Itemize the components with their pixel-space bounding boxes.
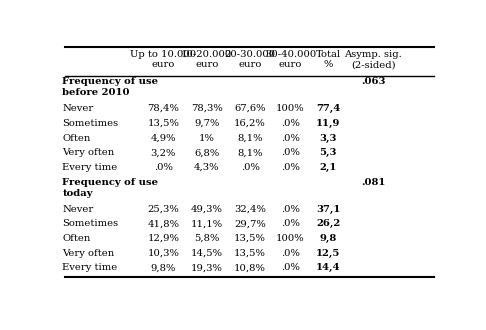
Text: 30-40.000: 30-40.000 xyxy=(265,50,316,59)
Text: 26,2: 26,2 xyxy=(316,219,340,228)
Text: 14,4: 14,4 xyxy=(316,263,340,273)
Text: 9,8%: 9,8% xyxy=(151,263,176,273)
Text: .0%: .0% xyxy=(281,163,300,172)
Text: euro: euro xyxy=(152,60,175,69)
Text: 25,3%: 25,3% xyxy=(148,205,179,214)
Text: 3,2%: 3,2% xyxy=(151,148,176,157)
Text: .0%: .0% xyxy=(281,134,300,143)
Text: 37,1: 37,1 xyxy=(316,205,340,214)
Text: Sometimes: Sometimes xyxy=(62,119,119,128)
Text: 8,1%: 8,1% xyxy=(237,148,263,157)
Text: 78,3%: 78,3% xyxy=(191,104,223,113)
Text: 41,8%: 41,8% xyxy=(147,219,179,228)
Text: euro: euro xyxy=(279,60,302,69)
Text: .0%: .0% xyxy=(281,249,300,258)
Text: euro: euro xyxy=(195,60,218,69)
Text: 1%: 1% xyxy=(199,134,215,143)
Text: 14,5%: 14,5% xyxy=(191,249,223,258)
Text: .0%: .0% xyxy=(281,148,300,157)
Text: 10-20.000: 10-20.000 xyxy=(181,50,232,59)
Text: 11,9: 11,9 xyxy=(316,119,340,128)
Text: 67,6%: 67,6% xyxy=(234,104,266,113)
Text: 16,2%: 16,2% xyxy=(234,119,266,128)
Text: Very often: Very often xyxy=(62,148,115,157)
Text: .0%: .0% xyxy=(281,119,300,128)
Text: .0%: .0% xyxy=(281,263,300,273)
Text: Every time: Every time xyxy=(62,163,118,172)
Text: 9,8: 9,8 xyxy=(320,234,337,243)
Text: .0%: .0% xyxy=(241,163,260,172)
Text: 19,3%: 19,3% xyxy=(191,263,223,273)
Text: 13,5%: 13,5% xyxy=(147,119,179,128)
Text: 49,3%: 49,3% xyxy=(191,205,223,214)
Text: 12,5: 12,5 xyxy=(316,249,340,258)
Text: 78,4%: 78,4% xyxy=(147,104,179,113)
Text: Never: Never xyxy=(62,104,93,113)
Text: 13,5%: 13,5% xyxy=(234,234,266,243)
Text: Frequency of use
before 2010: Frequency of use before 2010 xyxy=(62,78,158,97)
Text: 5,3: 5,3 xyxy=(319,148,337,157)
Text: .0%: .0% xyxy=(154,163,173,172)
Text: 29,7%: 29,7% xyxy=(234,219,266,228)
Text: Every time: Every time xyxy=(62,263,118,273)
Text: 20-30.000: 20-30.000 xyxy=(225,50,276,59)
Text: 12,9%: 12,9% xyxy=(147,234,179,243)
Text: Sometimes: Sometimes xyxy=(62,219,119,228)
Text: 4,3%: 4,3% xyxy=(194,163,220,172)
Text: 10,3%: 10,3% xyxy=(147,249,179,258)
Text: 8,1%: 8,1% xyxy=(237,134,263,143)
Text: 32,4%: 32,4% xyxy=(234,205,266,214)
Text: %: % xyxy=(324,60,333,69)
Text: .0%: .0% xyxy=(281,205,300,214)
Text: Never: Never xyxy=(62,205,93,214)
Text: Frequency of use
today: Frequency of use today xyxy=(62,178,158,198)
Text: 3,3: 3,3 xyxy=(319,134,337,143)
Text: .063: .063 xyxy=(361,78,385,86)
Text: Up to 10.000: Up to 10.000 xyxy=(130,50,196,59)
Text: Often: Often xyxy=(62,234,90,243)
Text: (2-sided): (2-sided) xyxy=(351,60,396,69)
Text: Very often: Very often xyxy=(62,249,115,258)
Text: .081: .081 xyxy=(361,178,385,187)
Text: Total: Total xyxy=(315,50,341,59)
Text: 2,1: 2,1 xyxy=(319,163,337,172)
Text: 4,9%: 4,9% xyxy=(151,134,176,143)
Text: 6,8%: 6,8% xyxy=(194,148,219,157)
Text: 77,4: 77,4 xyxy=(316,104,340,113)
Text: 100%: 100% xyxy=(276,234,305,243)
Text: 100%: 100% xyxy=(276,104,305,113)
Text: .0%: .0% xyxy=(281,219,300,228)
Text: euro: euro xyxy=(238,60,261,69)
Text: 9,7%: 9,7% xyxy=(194,119,219,128)
Text: Asymp. sig.: Asymp. sig. xyxy=(345,50,402,59)
Text: 10,8%: 10,8% xyxy=(234,263,266,273)
Text: 11,1%: 11,1% xyxy=(191,219,223,228)
Text: 13,5%: 13,5% xyxy=(234,249,266,258)
Text: 5,8%: 5,8% xyxy=(194,234,219,243)
Text: Often: Often xyxy=(62,134,90,143)
